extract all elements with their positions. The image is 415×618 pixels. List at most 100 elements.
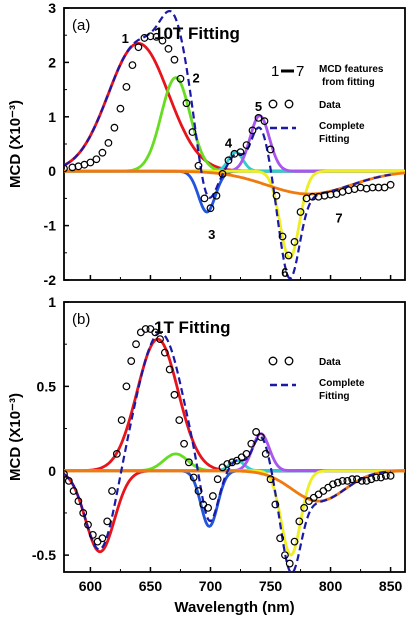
data-point [132, 340, 140, 349]
x-tick-label: 650 [139, 578, 163, 594]
panel-a-chart: -2 -1 0 1 2 3 (a) 10T Fitting MCD (X10⁻³) 1 2 3 4 5 6 7… [7, 0, 406, 288]
plot-area [64, 325, 405, 572]
feature-label: 7 [335, 210, 342, 225]
data-point [122, 382, 131, 391]
data-point [212, 191, 221, 200]
data-point [242, 141, 251, 149]
data-point [208, 492, 217, 500]
data-point [290, 238, 299, 246]
data-point [213, 475, 222, 484]
y-tick-label: 0.5 [37, 378, 57, 394]
y-axis-label: MCD (X10⁻³) [7, 100, 24, 188]
data-point [180, 439, 188, 448]
data-point [200, 194, 209, 203]
data-point [117, 416, 126, 425]
data-point [110, 123, 119, 132]
data-point [64, 164, 68, 173]
plot-frame [63, 7, 406, 281]
data-point [353, 475, 361, 484]
legend-data-circle-icon [284, 99, 294, 109]
data-point [98, 148, 107, 157]
legend-fit-text-2: Fitting [319, 391, 350, 402]
data-point [343, 476, 352, 485]
y-tick-label: -1 [44, 218, 57, 234]
data-point [284, 251, 293, 260]
y-tick-label: 0 [48, 163, 56, 179]
data-point [156, 335, 164, 344]
data-point [74, 497, 83, 506]
data-point [300, 503, 309, 512]
data-point [338, 476, 347, 485]
x-axis-label: Wavelength (nm) [174, 599, 294, 616]
data-point [266, 475, 275, 484]
data-point [175, 416, 184, 425]
data-point [108, 487, 116, 495]
feature-label: 1 [122, 31, 129, 46]
data-point [329, 480, 337, 489]
data-point [122, 82, 131, 91]
data-point [224, 156, 233, 165]
data-point [151, 328, 160, 337]
data-point [98, 534, 107, 543]
data-point [252, 428, 261, 436]
data-point [236, 148, 245, 157]
legend: 1 7 MCD features from fitting Data Complete Fi… [268, 63, 384, 145]
data-point [86, 158, 95, 167]
y-tick-label: 0 [48, 463, 56, 479]
data-point [386, 180, 395, 189]
data-point [290, 537, 299, 546]
panel-label: (a) [72, 17, 90, 34]
y-tick-label: -2 [44, 272, 57, 288]
y-tick-label: 3 [48, 0, 56, 16]
data-point [112, 449, 121, 458]
data-point [281, 551, 289, 560]
y-tick-label: 1 [48, 109, 56, 125]
feature-label: 2 [192, 71, 199, 86]
x-tick-label: 700 [199, 578, 223, 594]
plot-frame [63, 301, 406, 573]
legend-features-text-2: from fitting [322, 77, 375, 88]
data-point [296, 208, 305, 216]
data-point [170, 55, 179, 64]
legend-fit-text: Complete [319, 378, 365, 389]
legend-data-circle-icon [284, 356, 294, 366]
data-point [134, 43, 143, 52]
data-point [362, 476, 371, 485]
data-point [247, 439, 256, 448]
data-point [248, 126, 257, 135]
data-point [84, 520, 92, 529]
data-point [104, 139, 113, 147]
data-point [79, 509, 88, 517]
data-point [295, 517, 304, 526]
data-point [377, 473, 385, 482]
legend-data-circle-icon [268, 99, 278, 109]
data-point [152, 32, 161, 41]
y-tick-label: 2 [48, 54, 56, 70]
feature-label: 4 [225, 135, 233, 150]
legend-data-circle-icon [268, 356, 278, 366]
y-tick-label: 1 [48, 294, 56, 310]
data-point [184, 458, 193, 467]
data-point [223, 460, 232, 468]
data-point [218, 170, 227, 178]
data-point [271, 500, 280, 509]
data-point [141, 325, 150, 333]
x-tick-label: 600 [79, 578, 103, 594]
data-point [69, 487, 78, 495]
data-point [160, 348, 169, 357]
data-point [194, 487, 203, 495]
complete-fitting-line [64, 9, 391, 280]
data-point [127, 357, 136, 365]
chart-title: 1T Fitting [154, 318, 230, 337]
data-point [176, 74, 185, 83]
data-point [182, 99, 191, 108]
complete-fitting-line [64, 331, 391, 572]
data-point [188, 128, 197, 136]
y-tick-label: -0.5 [32, 547, 56, 563]
y-axis-label: MCD (X10⁻³) [7, 393, 24, 481]
legend-features-text: MCD features [319, 64, 384, 75]
legend-feature-start: 1 [271, 63, 279, 80]
legend-data-text: Data [319, 357, 341, 368]
data-point [266, 145, 275, 154]
data-point [189, 473, 198, 482]
